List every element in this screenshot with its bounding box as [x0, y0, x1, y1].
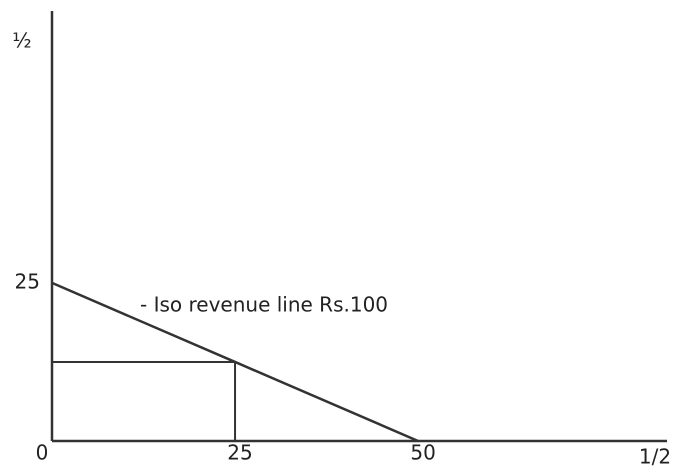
- y-axis-label: ½: [12, 29, 31, 53]
- x-tick-label: 25: [227, 441, 252, 465]
- x-tick-label: 50: [410, 441, 435, 465]
- y-tick-label: 25: [15, 269, 40, 293]
- x-tick-label: 0: [36, 441, 49, 465]
- x-axis-label: 1/2: [639, 445, 671, 469]
- annotation: - Iso revenue line Rs.100: [140, 293, 388, 317]
